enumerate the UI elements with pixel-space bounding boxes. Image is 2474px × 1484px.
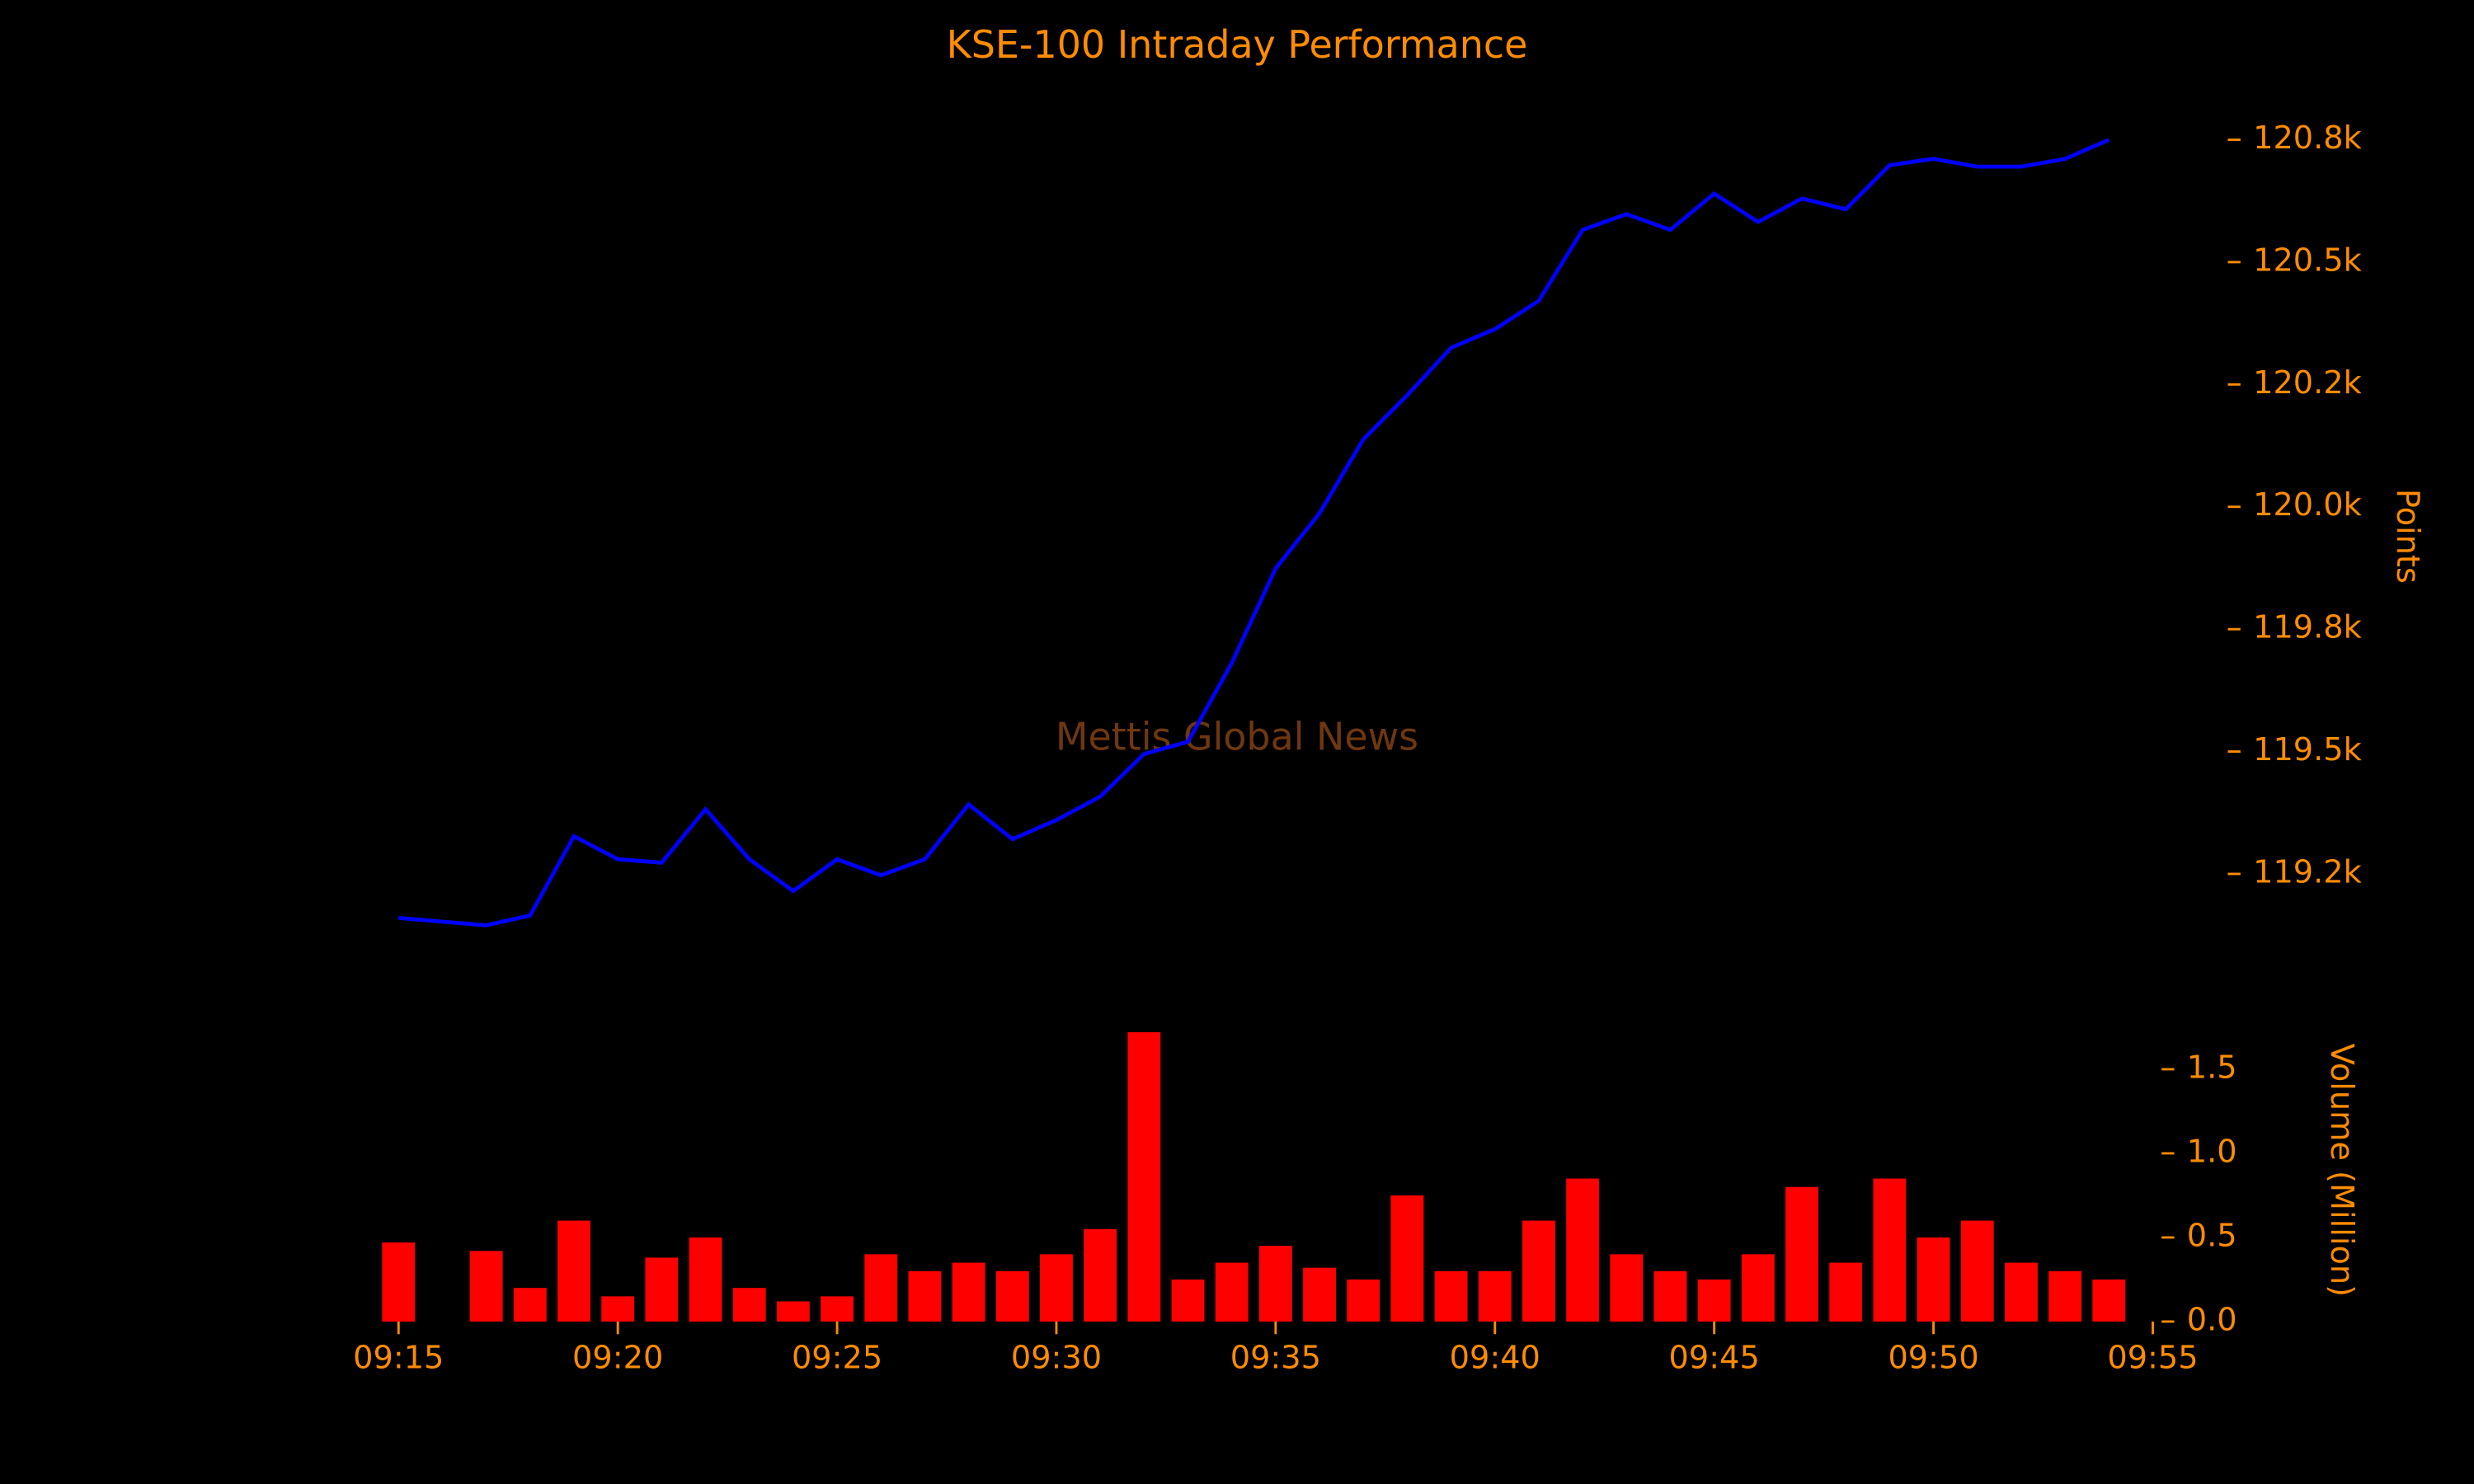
volume-bar — [1171, 1279, 1205, 1322]
volume-bar — [645, 1257, 679, 1322]
x-tick-label: 09:45 — [1669, 1339, 1760, 1376]
volume-bar — [1215, 1262, 1249, 1322]
chart-title: KSE-100 Intraday Performance — [947, 22, 1528, 67]
y-tick-label: 1.5 — [2187, 1049, 2237, 1086]
volume-bar — [1829, 1262, 1863, 1322]
volume-bar — [2048, 1270, 2082, 1322]
x-tick-label: 09:15 — [353, 1339, 444, 1376]
y-tick-label: 119.8k — [2253, 609, 2363, 646]
x-tick-label: 09:20 — [572, 1339, 663, 1376]
y-tick-label: 0.5 — [2187, 1217, 2237, 1254]
volume-bar — [2092, 1279, 2126, 1322]
volume-bar — [1610, 1254, 1644, 1322]
volume-bar — [1697, 1279, 1731, 1322]
volume-bar — [1785, 1186, 1818, 1322]
volume-bar — [1917, 1237, 1950, 1322]
y-axis-label: Volume (Million) — [2323, 1044, 2360, 1297]
x-tick-label: 09:40 — [1450, 1339, 1540, 1376]
volume-bar — [908, 1270, 942, 1322]
volume-bar — [1127, 1032, 1161, 1322]
x-tick-label: 09:50 — [1888, 1339, 1978, 1376]
volume-bar — [1084, 1228, 1117, 1322]
volume-bar — [1741, 1254, 1775, 1322]
volume-bar — [469, 1251, 503, 1322]
volume-bar — [821, 1296, 854, 1322]
volume-bar — [2004, 1262, 2038, 1322]
x-tick-label: 09:25 — [792, 1339, 882, 1376]
price-line — [398, 138, 2110, 928]
volume-bar — [601, 1296, 635, 1322]
y-tick-label: 120.5k — [2253, 242, 2363, 279]
x-tick-label: 09:30 — [1011, 1339, 1102, 1376]
y-tick-label: 120.0k — [2253, 486, 2363, 524]
volume-bar — [1873, 1178, 1907, 1322]
y-axis-label: Points — [2389, 489, 2426, 584]
volume-bar — [1653, 1270, 1687, 1322]
volume-bar — [995, 1270, 1029, 1322]
x-tick-label: 09:55 — [2107, 1339, 2198, 1376]
y-tick-label: 0.0 — [2187, 1301, 2237, 1338]
watermark: Mettis Global News — [1056, 715, 1418, 759]
volume-bar — [732, 1288, 766, 1322]
volume-bar — [1258, 1246, 1292, 1322]
volume-bar — [1303, 1267, 1336, 1322]
volume-bar — [1478, 1270, 1512, 1322]
volume-bar — [1390, 1195, 1424, 1322]
volume-bar — [864, 1254, 898, 1322]
volume-bar — [1522, 1220, 1555, 1322]
y-tick-label: 1.0 — [2187, 1133, 2237, 1170]
volume-bar — [557, 1220, 590, 1322]
volume-bar — [776, 1301, 810, 1322]
volume-bar — [689, 1237, 722, 1322]
volume-bar — [1960, 1220, 1994, 1322]
y-tick-label: 120.2k — [2253, 364, 2363, 402]
volume-bar — [952, 1262, 985, 1322]
y-tick-label: 119.2k — [2253, 853, 2363, 890]
volume-bar — [1434, 1270, 1468, 1322]
volume-bar — [382, 1242, 416, 1322]
y-tick-label: 120.8k — [2253, 120, 2363, 157]
volume-bar — [1347, 1279, 1380, 1322]
volume-bar — [513, 1288, 547, 1322]
volume-bar — [1040, 1254, 1073, 1322]
volume-bar — [1566, 1178, 1600, 1322]
x-tick-label: 09:35 — [1230, 1339, 1321, 1376]
y-tick-label: 119.5k — [2253, 731, 2363, 768]
